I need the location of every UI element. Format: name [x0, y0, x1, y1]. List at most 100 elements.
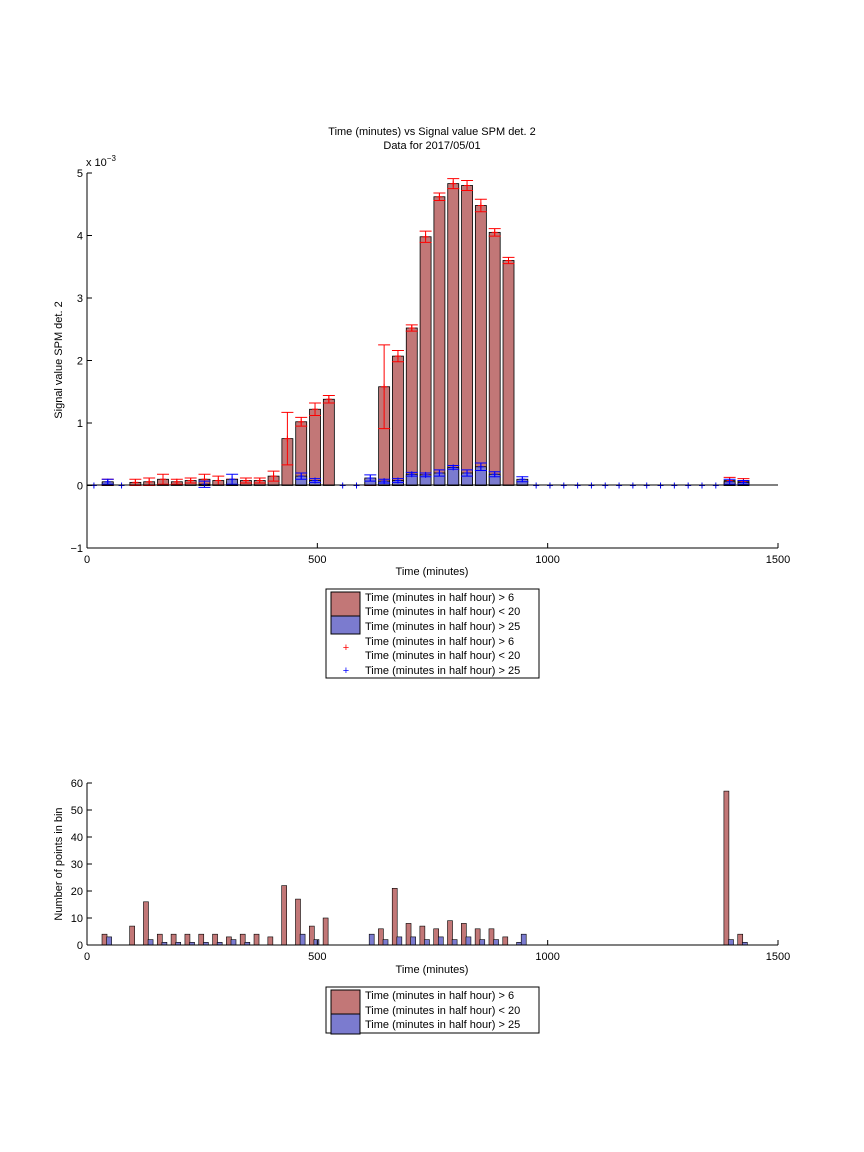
count-bar: [737, 933, 744, 946]
count-bar: [396, 936, 403, 946]
count-bar: [267, 936, 274, 946]
count-bar: [322, 917, 329, 946]
x-tick-label: 500: [308, 554, 326, 566]
count-bar: [437, 936, 444, 946]
count-bar: [391, 887, 398, 946]
top-chart-subtitle: Data for 2017/05/01: [383, 140, 480, 152]
count-bar: [382, 939, 389, 946]
count-bar: [184, 933, 191, 946]
y-tick-label: 0: [77, 940, 83, 952]
top-legend: + + Time (minutes in half hour) > 6 Time…: [325, 588, 540, 679]
bar: [447, 183, 460, 486]
x-tick-label: 1000: [535, 951, 559, 963]
count-bar: [488, 928, 495, 946]
count-bar: [230, 939, 237, 946]
count-bar: [405, 923, 412, 946]
bar: [488, 231, 501, 486]
x-tick-label: 500: [308, 951, 326, 963]
count-bar: [106, 936, 112, 946]
count-bar: [410, 936, 416, 946]
count-bar: [313, 939, 320, 946]
count-bar: [461, 923, 467, 946]
y-tick-label: 10: [71, 913, 83, 925]
bottom-legend: Time (minutes in half hour) > 6 Time (mi…: [325, 986, 540, 1035]
y-tick-label: 4: [77, 231, 83, 243]
bottom-y-label: Number of points in bin: [53, 807, 65, 920]
bottom-legend-entry: Time (minutes in half hour) > 6: [365, 990, 514, 1002]
bar: [419, 236, 432, 486]
top-legend-entry: Time (minutes in half hour) < 20: [365, 606, 520, 618]
count-bar: [239, 933, 246, 946]
y-tick-label: 50: [71, 805, 83, 817]
count-bar: [493, 939, 499, 946]
top-legend-swatch-red: [330, 591, 361, 617]
y-tick-label: 0: [77, 481, 83, 493]
top-legend-entry: Time (minutes in half hour) < 20: [365, 650, 520, 662]
x-tick-label: 1500: [766, 951, 790, 963]
bar: [502, 260, 515, 486]
bottom-legend-swatch-red: [330, 989, 361, 1015]
top-y-exponent-power: −3: [107, 154, 117, 163]
count-bar: [479, 939, 486, 946]
count-bar: [129, 925, 135, 946]
count-bar: [101, 933, 108, 946]
bar: [322, 398, 335, 486]
y-tick-label: 40: [71, 832, 83, 844]
count-bar: [147, 939, 154, 946]
bottom-legend-box: [325, 986, 540, 1034]
count-bar: [447, 920, 453, 946]
top-legend-box: [325, 588, 540, 679]
count-bar: [309, 925, 315, 946]
top-plot-area: [87, 173, 778, 548]
top-legend-entry: Time (minutes in half hour) > 25: [365, 665, 520, 677]
bar: [461, 185, 473, 486]
bottom-legend-entry: Time (minutes in half hour) < 20: [365, 1005, 520, 1017]
top-legend-entry: Time (minutes in half hour) > 25: [365, 621, 520, 633]
count-bar: [728, 939, 734, 946]
bottom-legend-entry: Time (minutes in half hour) > 25: [365, 1019, 520, 1031]
x-tick-label: 0: [84, 554, 90, 566]
count-bar: [212, 933, 218, 946]
top-y-exponent: x 10−3: [86, 154, 116, 169]
y-tick-label: 5: [77, 168, 83, 180]
bar: [474, 205, 487, 486]
count-bar: [253, 933, 260, 946]
top-legend-marker-blue: +: [343, 665, 349, 677]
y-tick-label: 2: [77, 356, 83, 368]
y-tick-label: 30: [71, 859, 83, 871]
y-tick-label: 3: [77, 293, 83, 305]
count-bar: [156, 933, 163, 946]
bottom-chart: 0 500 1000 1500 0 10 20 30 40 50 60 Time (minutes)…: [53, 778, 790, 976]
count-bar: [419, 925, 426, 946]
y-tick-label: 20: [71, 886, 83, 898]
bar: [433, 196, 446, 486]
top-legend-entry: Time (minutes in half hour) > 6: [365, 636, 514, 648]
count-bar: [143, 901, 149, 946]
bar: [309, 408, 321, 486]
y-tick-label: −1: [70, 543, 83, 555]
count-bar: [170, 933, 177, 946]
count-bar: [502, 936, 509, 946]
top-legend-marker-red: +: [343, 642, 349, 654]
x-tick-label: 1500: [766, 554, 790, 566]
bar: [405, 327, 418, 486]
y-tick-label: 60: [71, 778, 83, 790]
count-bar: [451, 939, 458, 946]
top-y-label: Signal value SPM det. 2: [53, 301, 65, 418]
count-bar: [424, 939, 430, 946]
count-bar: [520, 933, 527, 946]
count-bar: [465, 936, 472, 946]
count-bar: [433, 928, 439, 946]
top-legend-swatch-blue: [330, 615, 361, 635]
x-tick-label: 1000: [535, 554, 559, 566]
top-y-exponent-base: x 10: [86, 157, 107, 169]
y-tick-label: 1: [77, 418, 83, 430]
bottom-ticks: 0 500 1000 1500 0 10 20 30 40 50 60: [71, 778, 790, 963]
top-x-label: Time (minutes): [396, 566, 469, 578]
count-bar: [299, 933, 306, 946]
bottom-chart-marks: [101, 790, 748, 946]
top-chart-title: Time (minutes) vs Signal value SPM det. …: [328, 126, 535, 138]
bottom-legend-swatch-blue: [330, 1013, 361, 1035]
x-tick-label: 0: [84, 951, 90, 963]
